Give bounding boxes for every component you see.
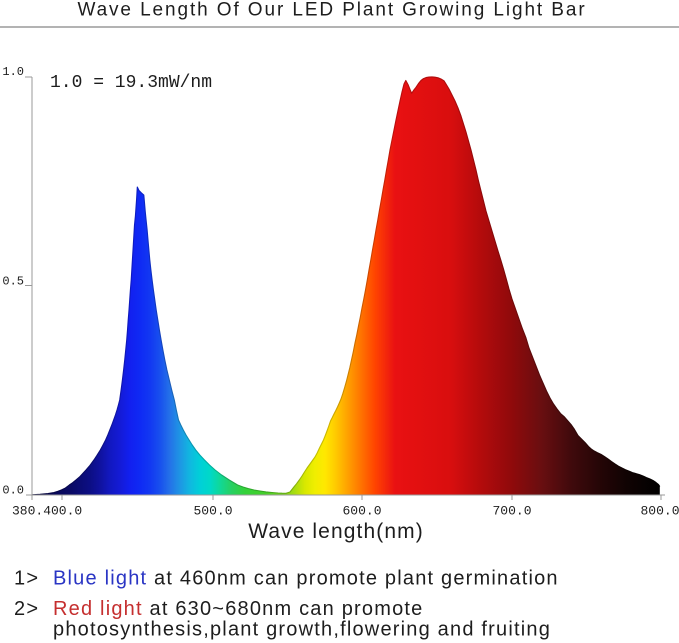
svg-text:500.0: 500.0	[193, 504, 232, 519]
svg-text:0.5: 0.5	[2, 275, 24, 289]
svg-text:380.400.0: 380.400.0	[12, 504, 82, 519]
svg-text:600.0: 600.0	[342, 504, 381, 519]
svg-text:Wave Length Of Our LED Plant G: Wave Length Of Our LED Plant Growing Lig…	[77, 0, 586, 21]
svg-text:0.0: 0.0	[2, 484, 24, 498]
svg-text:700.0: 700.0	[492, 504, 531, 519]
svg-text:800.0: 800.0	[640, 504, 679, 519]
svg-text:2>Red light at 630~680nm can p: 2> Red light at 630~680nm can promote	[14, 598, 423, 620]
svg-text:photosynthesis,plant growth,fl: photosynthesis,plant growth,flowering an…	[53, 618, 551, 640]
svg-text:1>Blue light at 460nm can prom: 1> Blue light at 460nm can promote plant …	[14, 568, 559, 590]
svg-text:Wave length(nm): Wave length(nm)	[248, 520, 424, 543]
svg-text:1.0: 1.0	[2, 65, 24, 79]
svg-text:1.0 = 19.3mW/nm: 1.0 = 19.3mW/nm	[50, 73, 212, 93]
